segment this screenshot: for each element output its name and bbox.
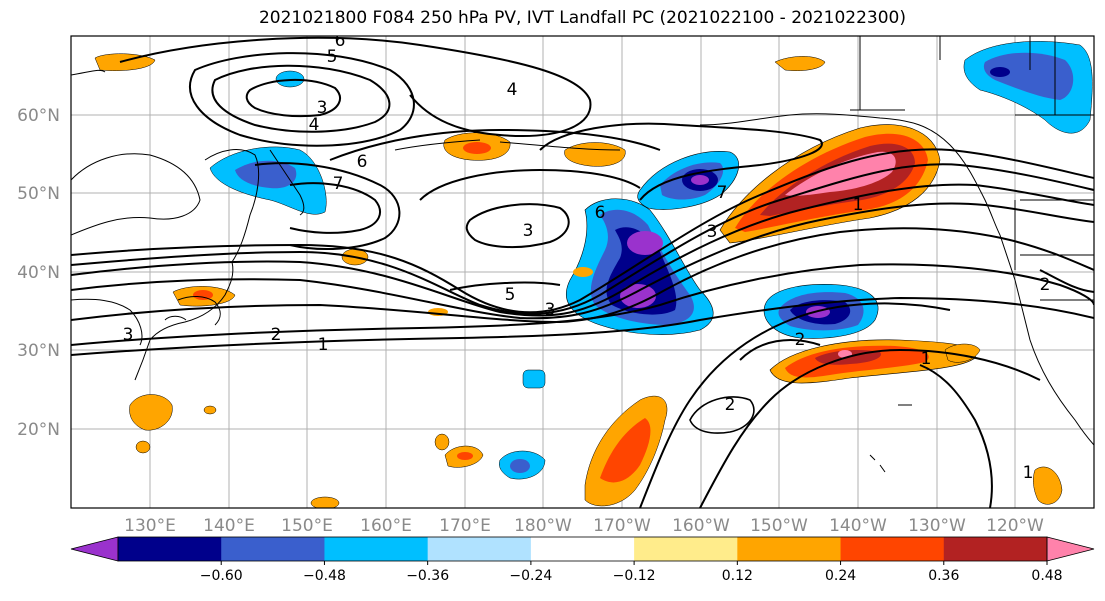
colorbar-tick-label: −0.36: [406, 568, 449, 584]
contour-label: 4: [309, 115, 320, 135]
contour-label: 3: [317, 98, 328, 118]
colorbar-tick-label: 0.12: [722, 568, 753, 584]
contour-label: 6: [357, 152, 368, 172]
lat-label: 60°N: [17, 106, 60, 126]
contour-label: 2: [1040, 275, 1051, 295]
contour-label: 6: [335, 31, 346, 51]
lon-label: 150°E: [281, 516, 333, 536]
contour-label: 4: [507, 80, 518, 100]
lat-label: 50°N: [17, 184, 60, 204]
contour-label: 2: [795, 330, 806, 350]
contour-label: 3: [707, 222, 718, 242]
map-title: 2021021800 F084 250 hPa PV, IVT Landfall…: [258, 8, 906, 28]
lon-label: 140°W: [829, 516, 887, 536]
colorbar-segment: [840, 537, 945, 561]
colorbar-segment: [221, 537, 325, 561]
lon-label: 130°E: [124, 516, 176, 536]
contour-label: 3: [123, 325, 134, 345]
colorbar-tick-label: −0.24: [509, 568, 552, 584]
lon-label: 170°W: [593, 516, 651, 536]
colorbar-border: [117, 536, 1048, 562]
colorbar-segment: [530, 537, 635, 561]
contour-lines: [71, 36, 1094, 508]
colorbar-segment: [634, 537, 738, 561]
contour-label: 5: [505, 285, 516, 305]
colorbar: −0.60 −0.48 −0.36 −0.24 −0.12 0.12 0.24 0.36 0.4…: [70, 536, 1095, 584]
contour-label: 1: [921, 349, 932, 369]
contour-label: 5: [327, 47, 338, 67]
latitude-axis: 60°N 50°N 40°N 30°N 20°N: [17, 106, 60, 440]
lat-label: 20°N: [17, 420, 60, 440]
lon-label: 120°W: [986, 516, 1044, 536]
colorbar-tick-label: −0.12: [613, 568, 656, 584]
map-frame: [70, 35, 1095, 509]
contour-label: 7: [333, 174, 344, 194]
lat-label: 30°N: [17, 341, 60, 361]
lon-label: 150°W: [750, 516, 808, 536]
lon-label: 160°W: [672, 516, 730, 536]
contour-label: 2: [725, 395, 736, 415]
colorbar-segment: [324, 537, 429, 561]
colorbar-extension-high: [1046, 536, 1095, 562]
colorbar-tick-label: 0.24: [825, 568, 856, 584]
contour-label: 1: [853, 195, 864, 215]
contour-label: 1: [1023, 463, 1034, 483]
contour-label: 3: [545, 300, 556, 320]
colorbar-tick-label: −0.48: [303, 568, 346, 584]
colorbar-segment: [943, 537, 1048, 561]
contour-label: 3: [523, 221, 534, 241]
contour-label: 6: [595, 203, 606, 223]
contour-label: 1: [318, 335, 329, 355]
colorbar-tick-label: −0.60: [200, 568, 243, 584]
lon-label: 140°E: [203, 516, 255, 536]
lon-label: 170°E: [439, 516, 491, 536]
colorbar-extension-low: [70, 536, 119, 562]
contour-label: 2: [271, 325, 282, 345]
colorbar-segment: [118, 537, 222, 561]
lon-label: 130°W: [908, 516, 966, 536]
coastlines: [71, 36, 1094, 473]
colorbar-tick-label: 0.48: [1031, 568, 1062, 584]
lat-label: 40°N: [17, 263, 60, 283]
colorbar-segment: [427, 537, 532, 561]
longitude-axis: 130°E 140°E 150°E 160°E 170°E 180°W 170°…: [124, 516, 1044, 536]
lon-label: 160°E: [360, 516, 412, 536]
lon-label: 180°W: [514, 516, 572, 536]
colorbar-segment: [737, 537, 842, 561]
colorbar-tick-label: 0.36: [928, 568, 959, 584]
contour-label: 7: [717, 183, 728, 203]
